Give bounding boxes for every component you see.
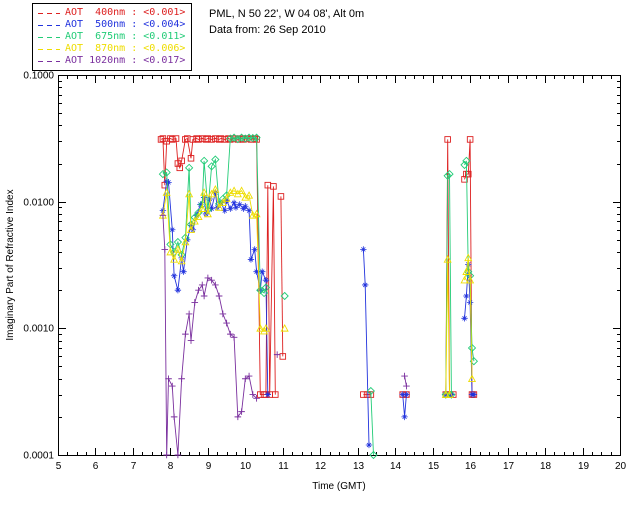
- svg-text:11: 11: [278, 461, 289, 472]
- station-info-line: PML, N 50 22', W 04 08', Alt 0m: [209, 8, 365, 20]
- legend-item-500nm: AOT 500nm : <0.004>: [38, 19, 185, 31]
- svg-text:20: 20: [615, 461, 627, 472]
- legend-item-label: AOT 400nm : <0.001>: [65, 7, 186, 18]
- legend-line-sample-icon: [38, 48, 60, 50]
- legend-line-sample-icon: [38, 24, 60, 26]
- legend-item-label: AOT 1020nm : <0.017>: [65, 55, 186, 66]
- svg-text:12: 12: [315, 461, 327, 472]
- svg-text:13: 13: [353, 461, 365, 472]
- legend-line-sample-icon: [38, 12, 60, 14]
- station-header: PML, N 50 22', W 04 08', Alt 0m Data fro…: [209, 6, 364, 38]
- svg-text:7: 7: [131, 461, 137, 472]
- svg-text:5: 5: [56, 461, 62, 472]
- svg-text:14: 14: [390, 461, 402, 472]
- legend-item-1020nm: AOT 1020nm : <0.017>: [38, 55, 185, 67]
- data-date-line: Data from: 26 Sep 2010: [209, 24, 326, 36]
- legend-item-870nm: AOT 870nm : <0.006>: [38, 43, 185, 55]
- svg-text:19: 19: [578, 461, 590, 472]
- svg-text:0.0100: 0.0100: [23, 198, 54, 209]
- legend-item-label: AOT 870nm : <0.006>: [65, 43, 186, 54]
- svg-text:6: 6: [93, 461, 99, 472]
- svg-text:17: 17: [503, 461, 515, 472]
- svg-text:0.0001: 0.0001: [23, 451, 54, 462]
- svg-text:16: 16: [465, 461, 477, 472]
- svg-text:Time (GMT): Time (GMT): [312, 481, 366, 492]
- svg-text:18: 18: [540, 461, 552, 472]
- legend-box: AOT 400nm : <0.001> AOT 500nm : <0.004> AO…: [32, 3, 193, 71]
- legend-item-label: AOT 500nm : <0.004>: [65, 19, 186, 30]
- legend-line-sample-icon: [38, 60, 60, 62]
- legend-line-sample-icon: [38, 36, 60, 38]
- legend-item-label: AOT 675nm : <0.011>: [65, 31, 186, 42]
- svg-text:0.0010: 0.0010: [23, 324, 54, 335]
- svg-text:8: 8: [168, 461, 174, 472]
- svg-text:Imaginary Part of Refractive I: Imaginary Part of Refractive Index: [5, 189, 16, 340]
- svg-text:0.1000: 0.1000: [23, 71, 54, 82]
- svg-text:15: 15: [428, 461, 440, 472]
- svg-text:9: 9: [206, 461, 212, 472]
- legend-item-675nm: AOT 675nm : <0.011>: [38, 31, 185, 43]
- legend-item-400nm: AOT 400nm : <0.001>: [38, 7, 185, 19]
- svg-text:10: 10: [240, 461, 252, 472]
